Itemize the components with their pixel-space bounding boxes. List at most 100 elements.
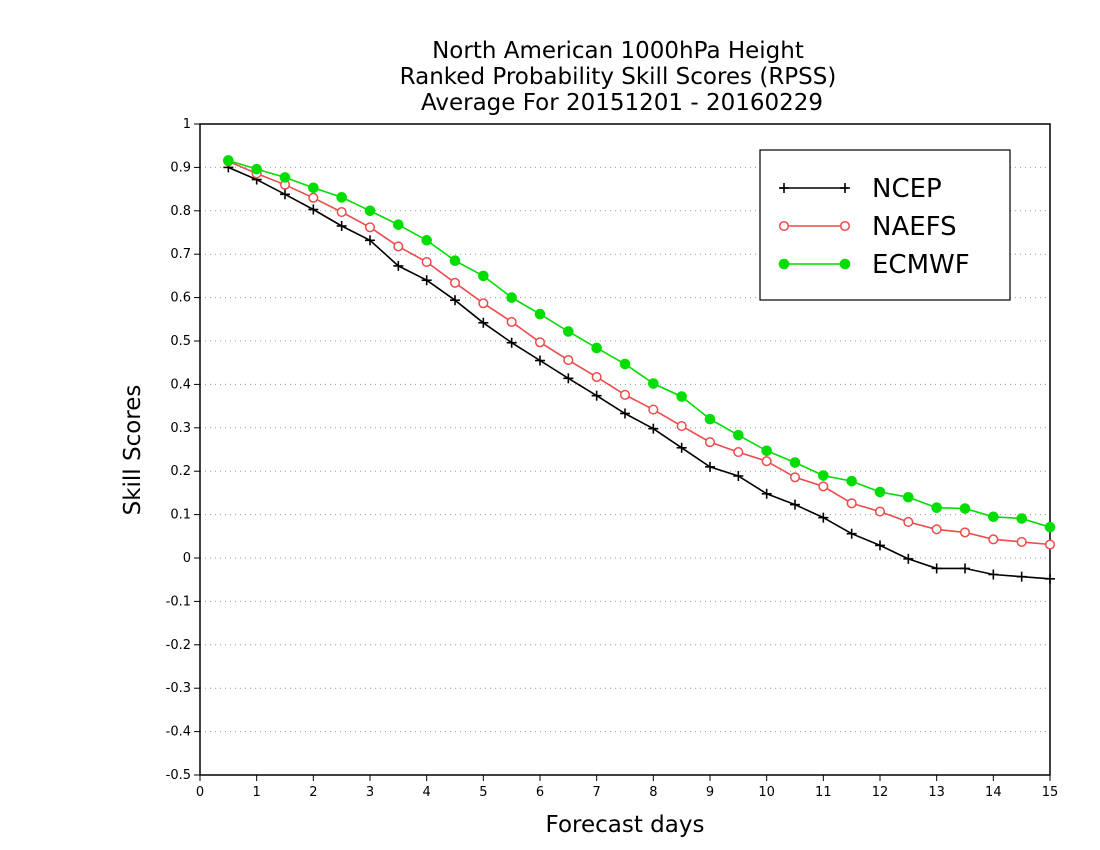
data-point-naefs — [534, 337, 546, 348]
x-tick-label: 13 — [928, 785, 945, 800]
data-point-ncep — [308, 204, 319, 215]
data-point-ncep — [761, 488, 772, 499]
legend-marker-start — [778, 258, 790, 270]
data-point-ncep — [875, 540, 885, 551]
x-tick-label: 2 — [309, 785, 317, 800]
data-point-ecmwf — [761, 445, 772, 457]
data-point-naefs — [1016, 536, 1027, 547]
y-tick-label: 0.4 — [170, 377, 191, 392]
x-tick-label: 7 — [593, 785, 601, 800]
data-point-ecmwf — [251, 163, 262, 175]
data-point-naefs — [364, 222, 376, 233]
data-point-ncep — [421, 275, 432, 286]
x-tick-label: 15 — [1042, 785, 1059, 800]
data-point-ncep — [1016, 571, 1027, 582]
data-point-ncep — [365, 235, 375, 246]
series-ecmwf — [223, 155, 1056, 533]
x-tick-label: 6 — [536, 785, 544, 800]
data-point-ncep — [393, 260, 404, 271]
data-point-ecmwf — [308, 182, 319, 194]
legend-item-ncep: NCEP — [779, 174, 942, 204]
x-tick-label: 1 — [253, 785, 261, 800]
data-point-naefs — [506, 316, 517, 327]
data-point-naefs — [903, 516, 914, 528]
data-point-naefs — [563, 355, 574, 366]
data-point-naefs — [704, 437, 716, 448]
legend-marker-start — [779, 183, 789, 193]
data-point-naefs — [846, 498, 857, 509]
legend-label: NAEFS — [872, 212, 957, 242]
data-point-ncep — [960, 563, 970, 574]
y-tick-label: 0.1 — [170, 508, 191, 523]
data-point-ncep — [450, 295, 460, 306]
data-point-ecmwf — [534, 308, 546, 320]
data-point-ecmwf — [449, 255, 461, 267]
data-point-ecmwf — [903, 491, 914, 503]
x-axis-label: Forecast days — [546, 812, 705, 838]
data-point-naefs — [818, 481, 829, 492]
axis-ticks: -0.5 -0.4 -0.3 -0.2 -0.1 0 0.1 0.2 0.3 0.4 0.5 0.6 0… — [166, 117, 1059, 800]
legend-item-naefs: NAEFS — [778, 212, 957, 242]
data-point-ncep — [563, 373, 574, 384]
data-point-ecmwf — [478, 270, 489, 282]
y-tick-label: 0.9 — [170, 160, 191, 175]
legend-marker-end — [839, 258, 851, 270]
data-point-naefs — [648, 404, 659, 415]
legend-marker-end — [839, 220, 851, 232]
data-point-ecmwf — [591, 342, 602, 354]
y-tick-label: 0.5 — [170, 334, 191, 349]
data-point-ecmwf — [336, 192, 347, 203]
x-tick-label: 0 — [196, 785, 204, 800]
data-point-ecmwf — [364, 205, 376, 217]
series-line-ncep — [227, 166, 1051, 580]
data-point-ncep — [676, 442, 687, 453]
data-point-ncep — [988, 569, 999, 580]
series-layer — [223, 155, 1056, 584]
data-point-naefs — [449, 277, 461, 288]
data-point-ecmwf — [874, 486, 886, 498]
x-tick-label: 5 — [479, 785, 487, 800]
chart-title: North American 1000hPa Height Ranked Pro… — [400, 38, 837, 116]
data-point-ecmwf — [421, 235, 432, 246]
data-point-ncep — [648, 423, 659, 434]
title-line-3: Average For 20151201 - 20160229 — [421, 90, 823, 116]
y-tick-label: 0.6 — [170, 291, 191, 306]
data-point-ecmwf — [931, 502, 942, 513]
title-line-1: North American 1000hPa Height — [432, 38, 804, 64]
y-tick-label: 1 — [183, 117, 191, 132]
data-point-naefs — [931, 524, 942, 535]
data-point-naefs — [733, 447, 744, 458]
data-point-ecmwf — [506, 292, 517, 303]
data-point-ecmwf — [393, 219, 404, 230]
data-point-ncep — [591, 390, 602, 401]
data-point-naefs — [591, 371, 602, 383]
data-point-ecmwf — [223, 155, 234, 166]
grid-lines — [200, 166, 1050, 733]
data-point-ncep — [1045, 573, 1055, 584]
data-point-ncep — [535, 355, 545, 366]
x-tick-label: 14 — [985, 785, 1002, 800]
data-point-naefs — [1044, 539, 1056, 550]
data-point-naefs — [761, 456, 772, 467]
data-point-ecmwf — [279, 172, 291, 183]
y-tick-label: 0.3 — [170, 421, 191, 436]
data-point-naefs — [619, 389, 631, 400]
data-point-ncep — [620, 408, 630, 419]
x-tick-label: 9 — [706, 785, 714, 800]
data-point-ecmwf — [619, 358, 631, 370]
data-point-naefs — [393, 241, 404, 252]
data-point-ecmwf — [648, 378, 659, 389]
x-tick-label: 4 — [423, 785, 431, 800]
data-point-ncep — [790, 499, 800, 510]
data-point-naefs — [959, 527, 971, 538]
data-point-ecmwf — [789, 457, 801, 468]
y-tick-label: -0.2 — [166, 638, 191, 653]
data-point-naefs — [676, 421, 687, 432]
x-tick-label: 11 — [815, 785, 832, 800]
data-point-ncep — [705, 461, 715, 472]
data-point-ecmwf — [1044, 521, 1056, 533]
data-point-ecmwf — [733, 429, 744, 441]
data-point-naefs — [308, 192, 319, 203]
data-point-ecmwf — [959, 503, 971, 514]
